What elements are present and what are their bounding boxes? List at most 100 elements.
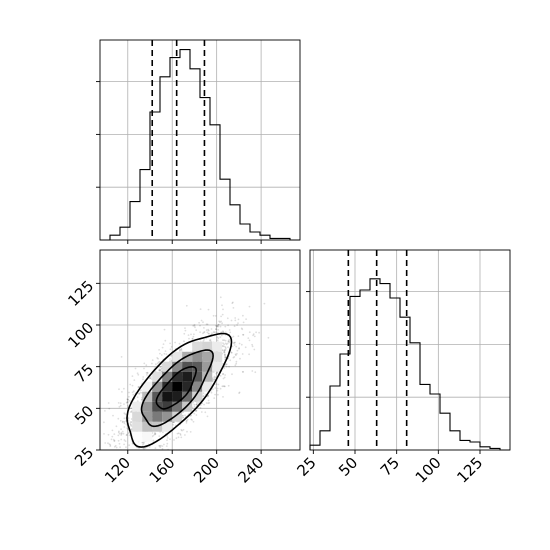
scatter-point: [176, 432, 179, 435]
density-cell: [152, 411, 163, 422]
scatter-point: [146, 371, 149, 374]
top-frame: [99, 39, 301, 241]
density-cell: [172, 411, 183, 422]
scatter-point: [131, 391, 134, 394]
scatter-point: [122, 432, 125, 435]
scatter-point: [192, 335, 195, 338]
density-cell: [172, 401, 183, 412]
scatter-point: [192, 324, 195, 327]
scatter-point: [223, 350, 226, 353]
scatter-point: [169, 342, 172, 345]
scatter-point: [212, 388, 214, 390]
density-cell: [132, 421, 143, 432]
scatter-point: [199, 324, 201, 327]
scatter-point: [160, 354, 163, 356]
scatter-point: [142, 376, 145, 378]
scatter-point: [252, 333, 255, 335]
joint-ytick-label-3: 100: [64, 319, 97, 352]
scatter-point: [206, 415, 209, 418]
scatter-point: [115, 425, 118, 428]
scatter-point: [215, 376, 217, 378]
scatter-point: [180, 347, 183, 350]
scatter-point: [219, 387, 222, 390]
scatter-point: [215, 324, 217, 327]
scatter-point: [241, 353, 244, 355]
scatter-point: [121, 430, 124, 433]
scatter-point: [185, 304, 188, 307]
scatter-point: [113, 440, 116, 442]
density-cell: [202, 381, 213, 392]
scatter-point: [142, 442, 145, 445]
scatter-point: [213, 397, 216, 399]
density-cell: [152, 401, 163, 412]
scatter-point: [149, 377, 151, 379]
scatter-point: [191, 337, 194, 340]
scatter-point: [185, 419, 188, 422]
joint-density-plot: 120 160 200 240 25 50 75 100 125: [64, 249, 301, 487]
scatter-point: [242, 371, 245, 373]
scatter-point: [227, 324, 230, 327]
scatter-point: [225, 365, 228, 368]
scatter-point: [132, 458, 134, 460]
density-cell: [132, 431, 143, 442]
scatter-point: [221, 313, 224, 316]
scatter-point: [158, 368, 161, 371]
scatter-point: [196, 402, 198, 405]
scatter-point: [190, 418, 193, 421]
scatter-point: [134, 367, 137, 370]
top-histogram-step: [100, 49, 300, 241]
scatter-point: [222, 330, 224, 333]
scatter-point: [119, 404, 122, 407]
density-cell: [172, 371, 183, 382]
scatter-point: [109, 444, 112, 446]
scatter-point: [195, 329, 198, 332]
scatter-point: [187, 334, 190, 336]
scatter-point: [254, 371, 257, 374]
scatter-point: [208, 339, 211, 342]
density-cell: [182, 361, 193, 372]
right-xtick-label-4: 125: [453, 454, 486, 487]
scatter-point: [229, 359, 232, 362]
scatter-point: [203, 403, 206, 406]
scatter-point: [170, 454, 172, 456]
density-cell: [192, 391, 203, 402]
scatter-point: [139, 459, 141, 461]
scatter-point: [174, 341, 177, 344]
scatter-point: [224, 331, 227, 334]
scatter-point: [129, 421, 132, 424]
scatter-point: [222, 396, 224, 398]
scatter-point: [253, 335, 256, 338]
scatter-point: [172, 421, 175, 424]
scatter-point: [184, 327, 186, 329]
scatter-point: [203, 339, 206, 341]
scatter-point: [107, 442, 109, 445]
scatter-point: [170, 355, 172, 357]
scatter-point: [228, 329, 231, 331]
scatter-point: [131, 442, 134, 445]
scatter-point: [182, 416, 185, 419]
scatter-point: [158, 369, 161, 372]
scatter-point: [234, 319, 237, 322]
density-cell: [182, 341, 193, 352]
scatter-point: [148, 446, 151, 448]
scatter-point: [137, 386, 140, 388]
scatter-point: [179, 348, 182, 351]
scatter-point: [225, 363, 228, 366]
scatter-point: [225, 343, 228, 346]
right-frame: [309, 249, 511, 451]
scatter-point: [132, 450, 134, 452]
density-cell: [182, 381, 193, 392]
scatter-point: [202, 340, 205, 343]
scatter-point: [117, 402, 120, 404]
density-cell: [162, 421, 173, 432]
scatter-point: [202, 395, 204, 398]
scatter-point: [224, 348, 227, 351]
density-cell: [132, 411, 143, 422]
scatter-point: [210, 391, 213, 394]
scatter-point: [164, 350, 167, 352]
scatter-point: [158, 445, 161, 447]
scatter-point: [241, 328, 244, 331]
scatter-point: [222, 373, 224, 376]
scatter-point: [213, 376, 216, 379]
